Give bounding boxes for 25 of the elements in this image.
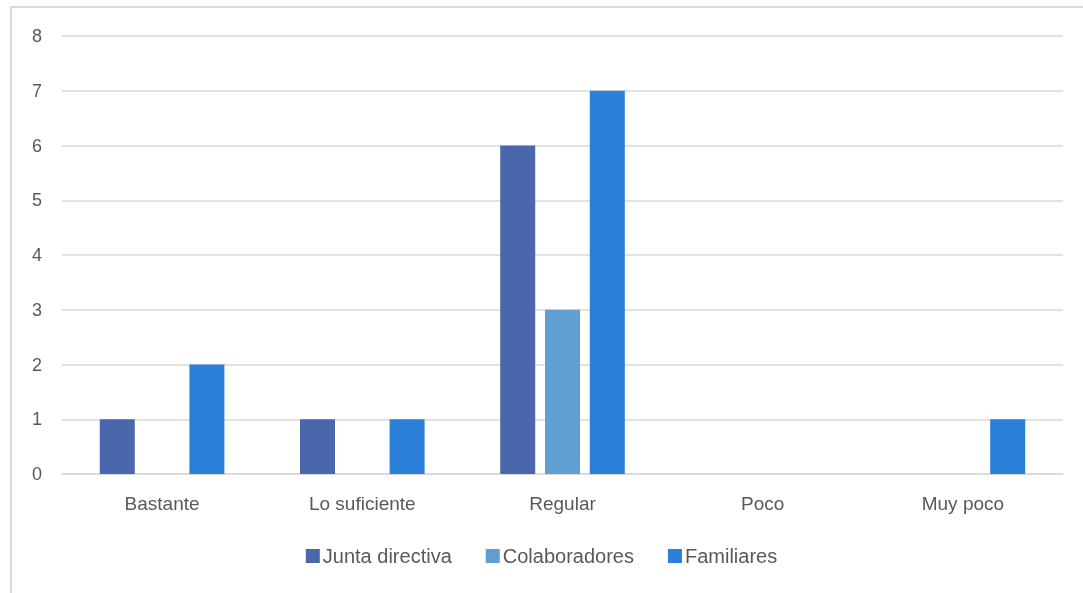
- y-tick-label: 1: [31, 409, 42, 430]
- bar: [99, 419, 135, 474]
- y-tick-label: 2: [31, 354, 42, 375]
- bar: [545, 309, 580, 474]
- bar: [990, 419, 1026, 474]
- bar: [500, 145, 536, 474]
- y-tick-label: 6: [31, 135, 42, 156]
- legend-label: Familiares: [684, 545, 778, 567]
- bar: [389, 419, 425, 474]
- bar: [589, 90, 625, 474]
- x-tick-label: Muy poco: [921, 493, 1005, 514]
- x-tick-label: Regular: [529, 493, 597, 514]
- x-tick-label: Poco: [741, 493, 785, 514]
- bar: [189, 364, 225, 474]
- bar: [300, 419, 335, 474]
- legend-label: Colaboradores: [502, 545, 634, 567]
- x-tick-label: Bastante: [124, 493, 200, 514]
- x-tick-label: Lo suficiente: [308, 493, 416, 514]
- y-tick-label: 4: [31, 245, 42, 265]
- y-tick-label: 7: [31, 80, 42, 101]
- y-tick-label: 3: [31, 299, 42, 320]
- y-tick-label: 8: [31, 26, 42, 46]
- legend-label: Junta directiva: [322, 545, 453, 567]
- y-tick-label: 5: [31, 190, 42, 211]
- y-tick-label: 0: [31, 464, 42, 484]
